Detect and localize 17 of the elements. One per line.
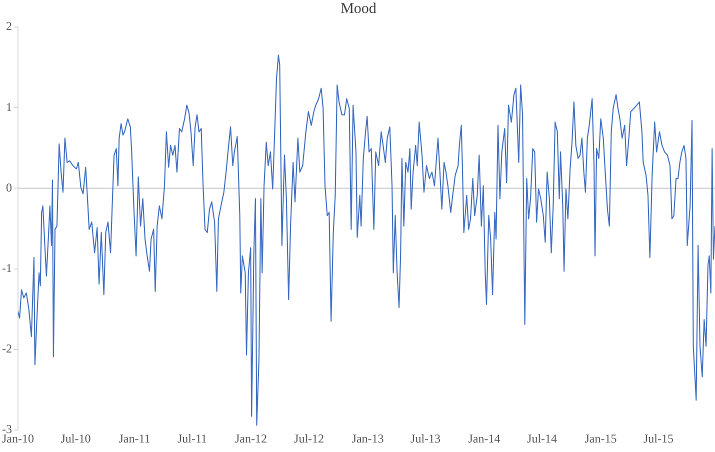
y-tick-label: 0: [6, 180, 12, 194]
x-tick-label: Jul-15: [644, 431, 674, 446]
x-tick-label: Jul-12: [294, 431, 324, 446]
chart-title: Mood: [340, 0, 377, 17]
y-tick-label: 1: [6, 100, 12, 114]
x-tick-label: Jan-11: [118, 431, 150, 446]
y-tick-label: -1: [2, 260, 12, 275]
x-tick-label: Jan-12: [234, 431, 267, 446]
x-tick-label: Jul-14: [527, 431, 558, 446]
y-tick-label: -2: [2, 342, 12, 356]
x-tick-label: Jul-10: [60, 431, 91, 446]
x-tick-label: Jan-13: [352, 431, 384, 446]
x-tick-label: Jan-14: [468, 431, 500, 446]
x-tick-label: Jan-15: [584, 431, 617, 446]
x-tick-label: Jul-13: [410, 431, 441, 446]
x-tick-label: Jul-11: [177, 431, 208, 446]
y-tick-label: 2: [6, 19, 12, 34]
